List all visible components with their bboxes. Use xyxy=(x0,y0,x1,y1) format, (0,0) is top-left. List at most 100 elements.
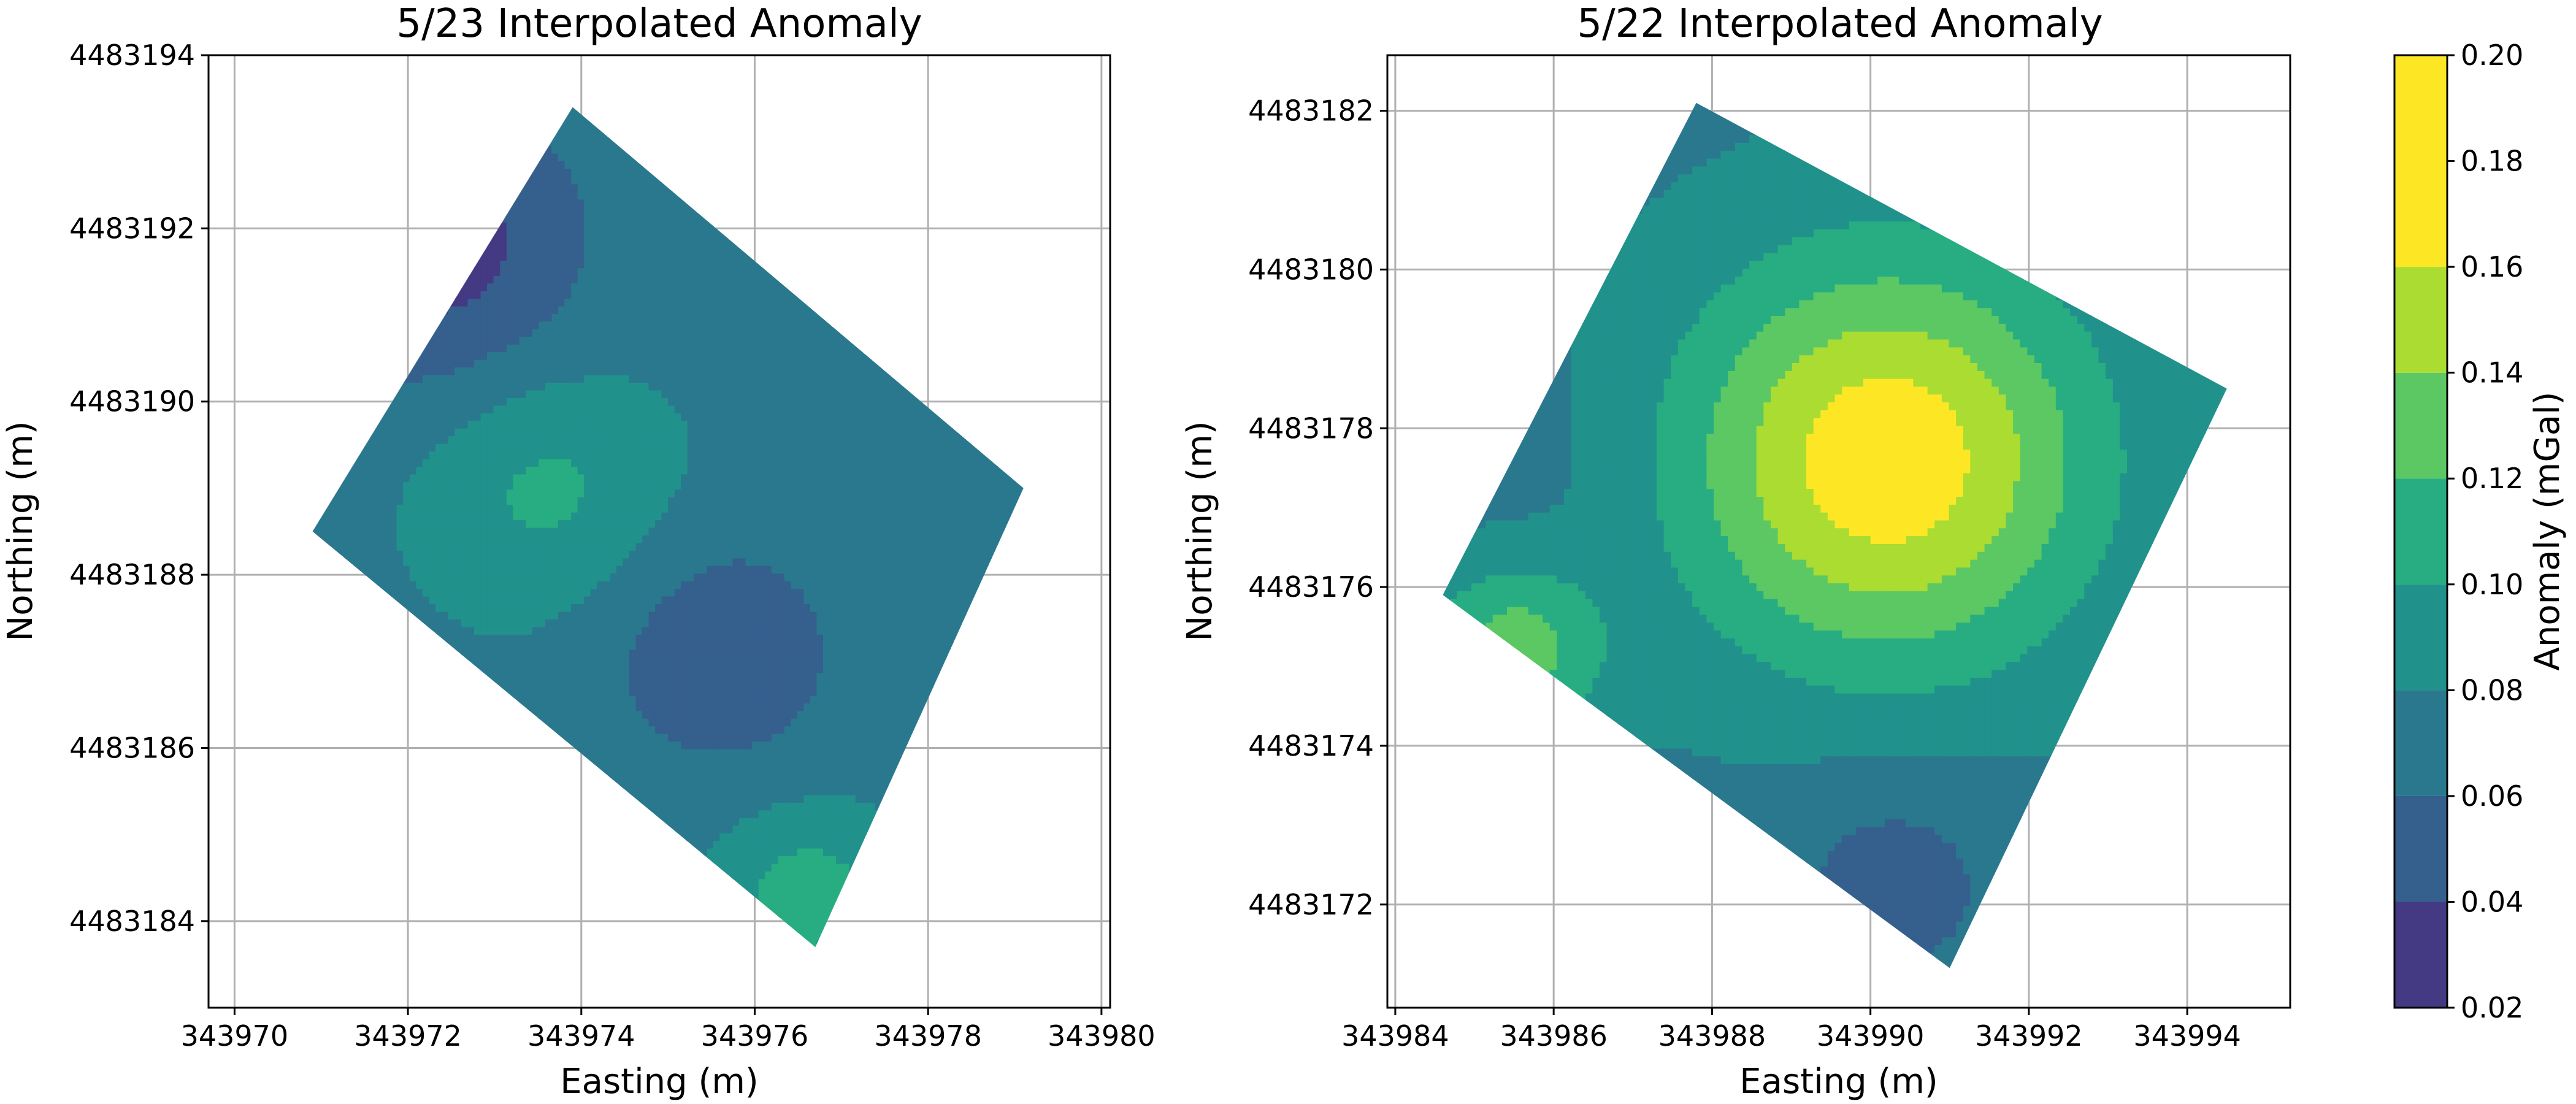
contour-cell xyxy=(500,412,507,421)
contour-cell xyxy=(564,748,572,757)
contour-cell xyxy=(422,405,430,413)
contour-cell xyxy=(493,901,501,910)
contour-cell xyxy=(358,443,366,452)
contour-cell xyxy=(377,870,385,880)
contour-cell xyxy=(539,596,546,605)
contour-cell xyxy=(370,618,378,627)
contour-cell xyxy=(551,649,559,658)
contour-cell xyxy=(409,726,417,734)
contour-cell xyxy=(442,137,449,147)
contour-cell xyxy=(338,458,346,467)
contour-cell xyxy=(493,175,501,185)
contour-cell xyxy=(461,191,469,200)
contour-cell xyxy=(403,802,410,811)
contour-cell xyxy=(500,321,507,329)
contour-cell xyxy=(403,206,410,215)
contour-cell xyxy=(545,649,553,658)
contour-cell xyxy=(422,412,430,421)
contour-cell xyxy=(383,832,391,841)
contour-cell xyxy=(435,611,443,619)
contour-cell xyxy=(409,687,417,696)
contour-cell xyxy=(590,558,598,566)
contour-cell xyxy=(358,466,366,475)
contour-cell xyxy=(597,764,604,772)
contour-cell xyxy=(506,596,514,605)
contour-cell xyxy=(435,672,443,681)
contour-cell xyxy=(338,939,346,948)
contour-cell xyxy=(493,825,501,834)
contour-cell xyxy=(338,863,346,872)
contour-cell xyxy=(564,206,572,215)
contour-cell xyxy=(422,427,430,437)
contour-cell xyxy=(564,588,572,597)
contour-cell xyxy=(377,733,385,742)
contour-cell xyxy=(461,657,469,665)
contour-cell xyxy=(338,817,346,826)
contour-cell xyxy=(416,649,423,658)
contour-cell xyxy=(396,130,404,139)
contour-cell xyxy=(506,695,514,703)
contour-cell xyxy=(461,687,469,696)
contour-cell xyxy=(454,343,462,353)
contour-cell xyxy=(345,389,352,398)
contour-cell xyxy=(409,611,417,619)
contour-cell xyxy=(597,283,604,291)
contour-cell xyxy=(584,626,591,635)
contour-cell xyxy=(590,275,598,284)
contour-cell xyxy=(448,115,456,123)
contour-cell xyxy=(571,466,578,475)
contour-cell xyxy=(403,473,410,482)
contour-cell xyxy=(319,183,326,192)
contour-cell xyxy=(480,802,488,811)
contour-cell xyxy=(526,764,533,772)
contour-cell xyxy=(351,756,359,765)
contour-cell xyxy=(345,894,352,902)
contour-cell xyxy=(558,932,565,940)
contour-cell xyxy=(532,466,540,475)
contour-cell xyxy=(526,259,533,269)
contour-cell xyxy=(364,603,372,612)
contour-cell xyxy=(526,343,533,353)
contour-cell xyxy=(377,412,385,421)
contour-cell xyxy=(558,626,565,635)
contour-cell xyxy=(500,870,507,880)
contour-cell xyxy=(597,153,604,161)
contour-cell xyxy=(442,496,449,505)
contour-cell xyxy=(506,687,514,696)
contour-cell xyxy=(422,855,430,864)
contour-cell xyxy=(345,473,352,482)
contour-cell xyxy=(403,397,410,406)
contour-cell xyxy=(539,389,546,398)
contour-cell xyxy=(429,596,436,605)
contour-cell xyxy=(519,802,527,811)
contour-cell xyxy=(338,618,346,627)
contour-cell xyxy=(396,863,404,872)
contour-cell xyxy=(493,405,501,413)
contour-cell xyxy=(351,726,359,734)
contour-cell xyxy=(358,870,366,880)
contour-cell xyxy=(364,672,372,681)
contour-cell xyxy=(454,405,462,413)
contour-cell xyxy=(506,565,514,574)
contour-cell xyxy=(358,855,366,864)
contour-cell xyxy=(429,298,436,307)
contour-cell xyxy=(370,611,378,619)
contour-cell xyxy=(597,710,604,719)
contour-cell xyxy=(422,832,430,841)
contour-cell xyxy=(571,512,578,521)
contour-cell xyxy=(409,802,417,811)
contour-cell xyxy=(364,664,372,673)
contour-cell xyxy=(493,473,501,482)
contour-cell xyxy=(364,825,372,834)
contour-cell xyxy=(442,672,449,681)
contour-cell xyxy=(435,771,443,780)
contour-cell xyxy=(345,206,352,215)
contour-cell xyxy=(545,580,553,589)
contour-cell xyxy=(338,596,346,605)
contour-cell xyxy=(493,894,501,902)
contour-cell xyxy=(500,259,507,269)
contour-cell xyxy=(351,191,359,200)
contour-cell xyxy=(383,618,391,627)
contour-cell xyxy=(564,863,572,872)
contour-cell xyxy=(383,107,391,116)
